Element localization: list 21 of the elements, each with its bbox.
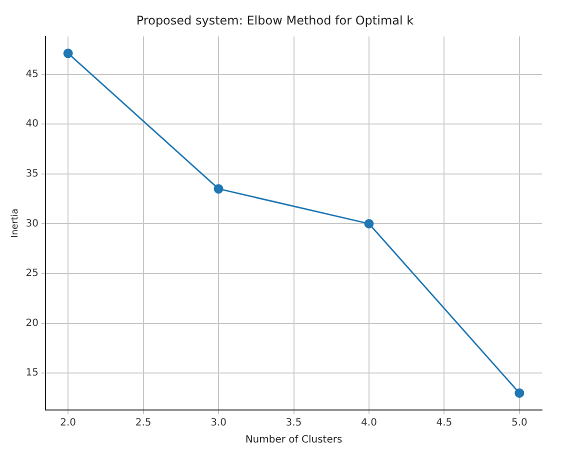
y-axis-title: Inertia	[10, 208, 21, 238]
x-tick-label: 4.5	[436, 418, 452, 429]
y-tick-label: 35	[26, 168, 39, 180]
y-tick-label: 30	[26, 218, 39, 230]
x-tick-label: 3.5	[286, 418, 302, 429]
point	[514, 388, 524, 398]
y-tick-label: 20	[26, 318, 39, 329]
chart-title: Proposed system: Elbow Method for Optimal k	[136, 13, 414, 28]
x-tick-label: 2.5	[135, 418, 152, 429]
x-tick-label: 4.0	[361, 418, 377, 429]
x-tick-label: 2.0	[60, 418, 76, 429]
y-tick-label: 15	[26, 368, 39, 379]
y-tick-label: 45	[26, 68, 39, 80]
y-tick-label: 40	[26, 118, 39, 130]
y-tick-label: 25	[26, 268, 39, 280]
x-tick-label: 3.0	[210, 418, 226, 429]
point	[214, 184, 224, 194]
x-tick-label: 5.0	[511, 418, 528, 429]
point	[364, 218, 374, 228]
x-axis-title: Number of Clusters	[245, 434, 342, 446]
point	[63, 48, 73, 58]
